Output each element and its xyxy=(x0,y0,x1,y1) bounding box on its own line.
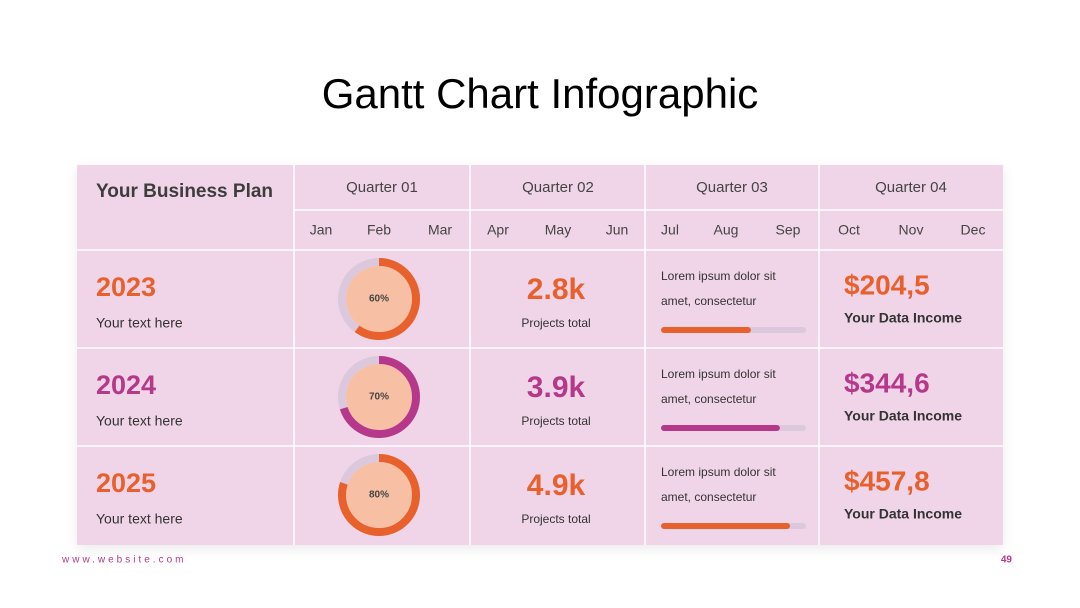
note: Lorem ipsum dolor sit xyxy=(661,367,776,381)
month-label: Apr xyxy=(487,222,509,238)
quarter-label: Quarter 04 xyxy=(875,179,947,196)
note: amet, consectetur xyxy=(661,294,756,308)
stat-label: Projects total xyxy=(521,512,590,526)
income-label: Your Data Income xyxy=(844,310,962,326)
progress-bar xyxy=(661,425,780,431)
note: Lorem ipsum dolor sit xyxy=(661,465,776,479)
row-text: Your text here xyxy=(96,413,183,429)
month-label: May xyxy=(545,222,571,238)
note: amet, consectetur xyxy=(661,392,756,406)
donut-center xyxy=(346,364,412,430)
progress-bar xyxy=(661,523,791,529)
income: $204,5 xyxy=(844,269,930,300)
donut-arc xyxy=(338,258,420,340)
year: 2023 xyxy=(96,272,156,302)
income: $457,8 xyxy=(844,465,930,496)
note: Lorem ipsum dolor sit xyxy=(661,269,776,283)
month-label: Jan xyxy=(310,222,333,238)
month-label: Sep xyxy=(776,222,801,238)
stat-label: Projects total xyxy=(521,414,590,428)
donut-label: 60% xyxy=(369,294,389,305)
income-label: Your Data Income xyxy=(844,506,962,522)
corner-label: Your Business Plan xyxy=(96,181,273,202)
donut-center xyxy=(346,462,412,528)
stat: 2.8k xyxy=(527,273,586,306)
stat-label: Projects total xyxy=(521,316,590,330)
month-label: Mar xyxy=(428,222,452,238)
donut-label: 80% xyxy=(369,490,389,501)
quarter-label: Quarter 02 xyxy=(522,179,594,196)
year: 2024 xyxy=(96,370,156,400)
quarter-label: Quarter 03 xyxy=(696,179,768,196)
donut-center xyxy=(346,266,412,332)
row-text: Your text here xyxy=(96,511,183,527)
month-label: Oct xyxy=(838,222,860,238)
donut-label: 70% xyxy=(369,392,389,403)
note: amet, consectetur xyxy=(661,490,756,504)
donut-arc xyxy=(338,356,420,438)
quarter-label: Quarter 01 xyxy=(346,179,418,196)
stat: 4.9k xyxy=(527,469,586,502)
month-label: Jul xyxy=(661,222,679,238)
income: $344,6 xyxy=(844,367,930,398)
stat: 3.9k xyxy=(527,371,586,404)
year: 2025 xyxy=(96,468,156,498)
month-label: Dec xyxy=(961,222,986,238)
row-text: Your text here xyxy=(96,315,183,331)
table-grid xyxy=(77,165,1003,545)
month-label: Aug xyxy=(714,222,739,238)
progress-bar xyxy=(661,327,751,333)
title: Gantt Chart Infographic xyxy=(322,70,759,117)
table-background xyxy=(77,165,1003,545)
donut-arc xyxy=(338,454,420,536)
page-number: 49 xyxy=(1001,555,1013,566)
website: www.website.com xyxy=(61,555,186,566)
month-label: Feb xyxy=(367,222,391,238)
income-label: Your Data Income xyxy=(844,408,962,424)
month-label: Jun xyxy=(606,222,629,238)
month-label: Nov xyxy=(899,222,924,238)
